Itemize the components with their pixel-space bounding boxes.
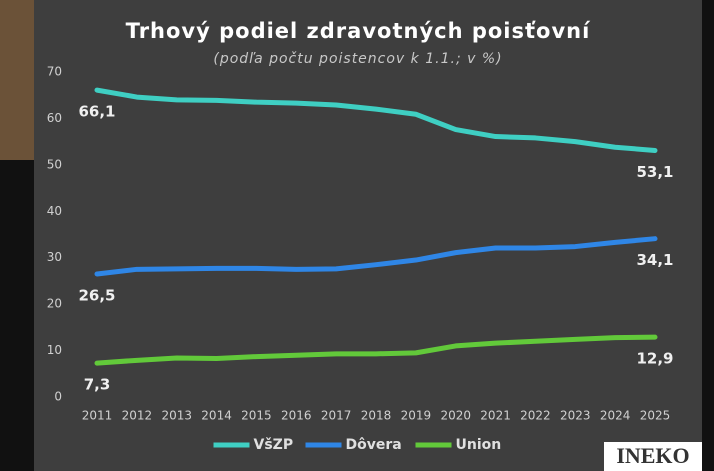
y-tick-label: 0 <box>54 390 62 404</box>
plot-panel <box>34 0 702 471</box>
x-tick-label: 2025 <box>640 409 671 423</box>
y-tick-label: 40 <box>47 204 62 218</box>
chart-title: Trhový podiel zdravotných poisťovní <box>126 19 591 43</box>
x-tick-label: 2024 <box>600 409 631 423</box>
data-label: 66,1 <box>78 103 115 121</box>
data-label: 26,5 <box>78 286 115 304</box>
x-tick-label: 2023 <box>560 409 591 423</box>
x-tick-label: 2020 <box>440 409 471 423</box>
x-tick-label: 2011 <box>82 409 113 423</box>
y-tick-label: 50 <box>47 157 62 171</box>
y-tick-label: 30 <box>47 250 62 264</box>
x-tick-label: 2019 <box>401 409 432 423</box>
logo: INEKO <box>616 443 689 468</box>
chart-subtitle: (podľa počtu poistencov k 1.1.; v %) <box>213 51 502 67</box>
y-tick-label: 70 <box>47 65 62 79</box>
x-tick-label: 2017 <box>321 409 352 423</box>
x-tick-label: 2014 <box>201 409 232 423</box>
x-tick-label: 2012 <box>122 409 153 423</box>
x-tick-label: 2013 <box>161 409 192 423</box>
data-label: 7,3 <box>84 376 111 394</box>
y-tick-label: 60 <box>47 111 62 125</box>
data-label: 12,9 <box>636 350 673 368</box>
x-tick-label: 2015 <box>241 409 272 423</box>
chart: Trhový podiel zdravotných poisťovní (pod… <box>0 0 714 471</box>
legend-label: Dôvera <box>346 437 402 453</box>
data-label: 53,1 <box>636 163 673 181</box>
y-tick-label: 20 <box>47 297 62 311</box>
legend-label: VšZP <box>254 437 294 453</box>
data-label: 34,1 <box>636 251 673 269</box>
x-tick-label: 2022 <box>520 409 551 423</box>
x-tick-label: 2018 <box>361 409 392 423</box>
legend-label: Union <box>456 437 502 453</box>
y-tick-label: 10 <box>47 343 62 357</box>
x-tick-label: 2016 <box>281 409 312 423</box>
x-tick-label: 2021 <box>480 409 511 423</box>
